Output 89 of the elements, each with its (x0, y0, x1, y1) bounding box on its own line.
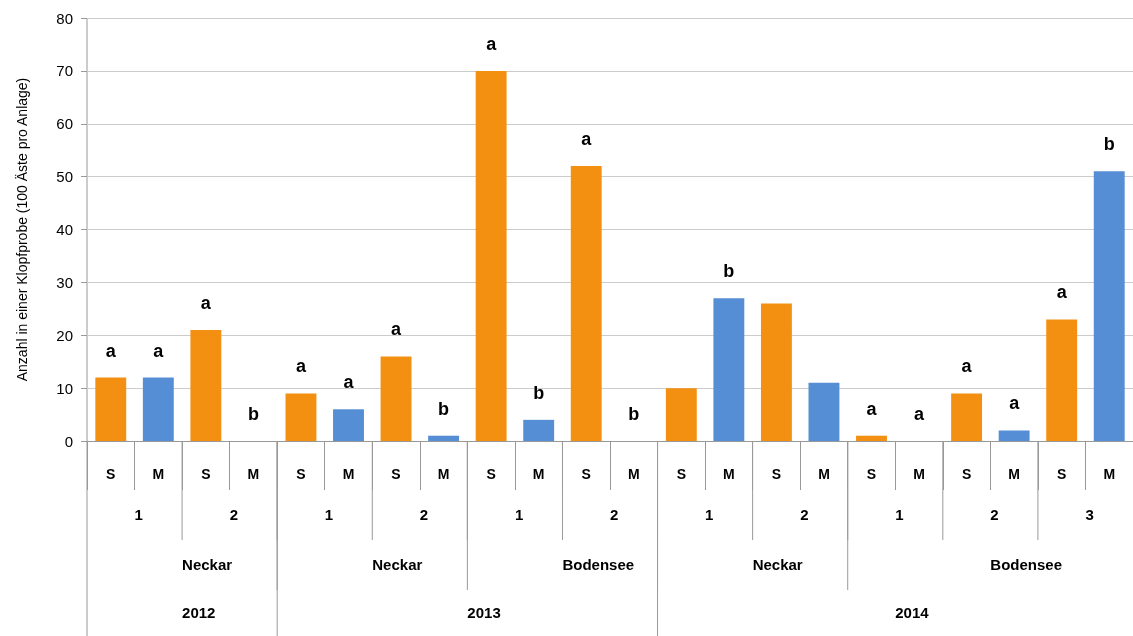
data-label: b (1103, 134, 1115, 155)
bar (142, 377, 174, 441)
x-tick-label: S (106, 466, 116, 482)
bar (570, 166, 602, 441)
bar (713, 298, 745, 441)
data-label: b (628, 404, 640, 424)
text: Neckar (752, 556, 803, 573)
x-tick-label: M (152, 466, 165, 482)
bar (665, 388, 697, 441)
text: 1 (895, 506, 904, 523)
data-label: a (153, 340, 165, 361)
x-tick-label: M (532, 466, 545, 482)
data-label: a (295, 356, 307, 377)
bar (333, 409, 364, 441)
bar (856, 435, 887, 441)
x-tick-label: M (818, 466, 830, 482)
y-tick-label: 40 (56, 221, 73, 238)
x-tick-label: S (486, 466, 496, 482)
text: 1 (134, 506, 143, 523)
x-tick-label: S (296, 466, 306, 482)
y-tick-label: 80 (56, 9, 73, 27)
data-label: a (1009, 393, 1021, 414)
x-tick-label: M (342, 466, 355, 482)
bar (1093, 171, 1125, 441)
data-label: b (723, 261, 735, 282)
data-label: a (486, 33, 498, 54)
y-tick-label: 50 (56, 168, 73, 186)
x-tick-label: S (771, 466, 782, 482)
text: 2 (610, 506, 619, 523)
y-tick-label: 70 (56, 62, 73, 80)
data-label: b (438, 398, 450, 419)
x-tick-label: S (581, 466, 591, 482)
bar (998, 430, 1030, 441)
x-tick-label: S (961, 466, 972, 482)
data-label: b (533, 382, 545, 403)
data-label: a (914, 404, 926, 424)
text: Bodensee (990, 556, 1063, 573)
data-label: a (105, 340, 117, 361)
x-tick-label: M (1103, 466, 1116, 482)
data-label: a (200, 292, 212, 313)
text: Neckar (372, 556, 423, 573)
x-tick-label: S (201, 466, 211, 482)
bar (951, 393, 983, 441)
bar (285, 393, 317, 441)
y-axis-title: Anzahl in einer Klopfprobe (100 Äste pro Anlage) (14, 77, 30, 382)
text: Neckar (182, 556, 233, 573)
text: 3 (1085, 506, 1094, 523)
y-tick-label: 0 (64, 432, 73, 450)
bar (380, 356, 412, 441)
bar (95, 377, 127, 441)
bar (523, 419, 555, 441)
text: Bodensee (562, 556, 635, 573)
data-label: b (247, 404, 259, 424)
text: 2 (990, 506, 999, 523)
data-label: a (581, 129, 593, 150)
text: 2013 (467, 604, 501, 621)
y-tick-label: 60 (56, 115, 73, 133)
text: 2 (800, 506, 809, 523)
text: 2014 (895, 604, 930, 621)
text: 2 (229, 506, 238, 523)
data-label: a (343, 372, 355, 393)
bar (808, 382, 840, 441)
bar (1046, 319, 1078, 441)
data-label: a (1056, 282, 1068, 303)
data-label: a (391, 319, 403, 340)
data-label: a (961, 356, 973, 377)
x-tick-label: M (627, 466, 640, 482)
bar (475, 70, 507, 441)
x-tick-label: M (913, 466, 925, 482)
x-tick-label: M (723, 466, 735, 482)
text: 2 (419, 506, 429, 523)
y-tick-label: 30 (56, 273, 73, 291)
x-tick-label: M (247, 466, 260, 482)
x-tick-label: M (1008, 466, 1020, 482)
x-tick-label: S (391, 466, 401, 482)
x-tick-label: S (1057, 466, 1067, 482)
text: 1 (705, 506, 714, 523)
x-tick-label: S (676, 466, 686, 482)
bar (428, 435, 460, 441)
text: 1 (324, 506, 334, 523)
x-tick-label: M (437, 466, 450, 482)
bar (760, 303, 792, 441)
text: 1 (514, 506, 524, 523)
y-tick-label: 10 (56, 379, 73, 397)
data-label: a (866, 398, 878, 419)
text: 2012 (182, 604, 216, 621)
bar (190, 329, 222, 441)
y-tick-label: 20 (56, 326, 73, 344)
x-tick-label: S (866, 466, 877, 482)
